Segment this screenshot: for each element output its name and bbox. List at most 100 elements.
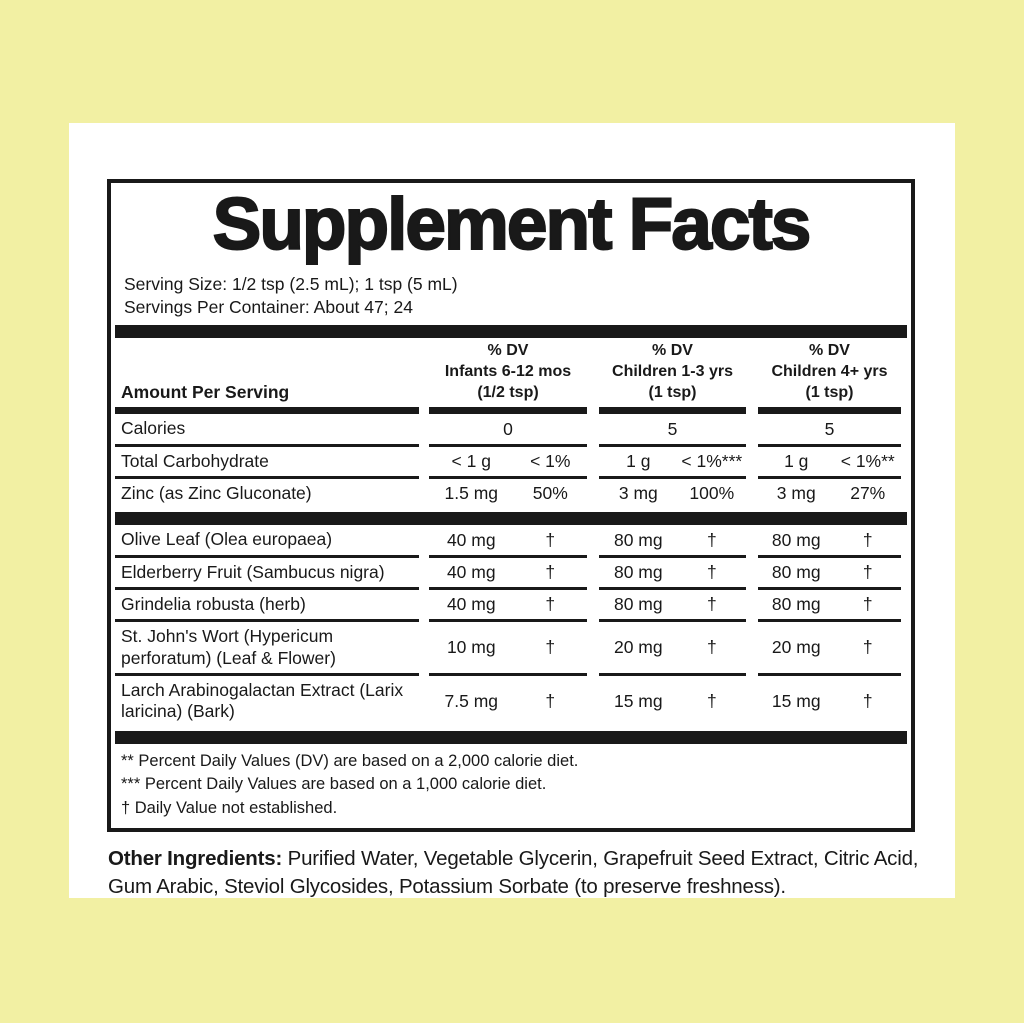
dv-value: † bbox=[706, 637, 717, 658]
amount-value: 5 bbox=[667, 418, 678, 439]
dv-value: < 1%*** bbox=[681, 450, 743, 471]
nutrient-name: Elderberry Fruit (Sambucus nigra) bbox=[115, 558, 419, 591]
amount-value: 1.5 mg bbox=[444, 483, 499, 504]
nutrient-name: Larch Arabinogalactan Extract (Larix lar… bbox=[121, 680, 404, 722]
table-row: Elderberry Fruit (Sambucus nigra) 40 mg † 8… bbox=[115, 558, 907, 591]
value-cell: 7.5 mg † bbox=[429, 676, 587, 727]
group-label: Infants 6-12 mos bbox=[444, 362, 572, 380]
amount-per-serving-header: Amount Per Serving bbox=[115, 382, 419, 415]
group-label: Children 1-3 yrs bbox=[612, 362, 733, 380]
column-header-infants: % DV Infants 6-12 mos (1/2 tsp) bbox=[429, 341, 587, 415]
amount-value: 15 mg bbox=[771, 690, 821, 711]
table-row: Zinc (as Zinc Gluconate) 1.5 mg 50% 3 mg 100… bbox=[115, 479, 907, 508]
value-cell: 40 mg † bbox=[429, 590, 587, 623]
value-cell: 15 mg † bbox=[758, 676, 901, 727]
dv-value: 27% bbox=[850, 483, 886, 504]
nutrient-name: Calories bbox=[115, 414, 419, 447]
dv-value: † bbox=[545, 690, 556, 711]
value-cell: 5 bbox=[599, 414, 746, 447]
facts-rows: Calories 0 5 5 Total Carbohydrate < 1 g < 1% 1 … bbox=[115, 414, 907, 744]
table-row: Calories 0 5 5 bbox=[115, 414, 907, 447]
value-cell: 5 bbox=[758, 414, 901, 447]
column-header-children-4plus: % DV Children 4+ yrs (1 tsp) bbox=[758, 341, 901, 415]
nutrient-name: Grindelia robusta (herb) bbox=[115, 590, 419, 623]
amount-value: 80 mg bbox=[613, 561, 663, 582]
dv-value: 50% bbox=[532, 483, 568, 504]
section-divider-bar bbox=[115, 512, 907, 526]
value-cell: 3 mg 100% bbox=[599, 479, 746, 508]
value-cell: 15 mg † bbox=[599, 676, 746, 727]
dv-label: % DV bbox=[487, 341, 529, 359]
value-cell: 80 mg † bbox=[758, 558, 901, 591]
section-divider-bar bbox=[115, 730, 907, 744]
amount-value: 40 mg bbox=[446, 561, 496, 582]
dv-value: † bbox=[862, 561, 873, 582]
table-row: St. John's Wort (Hypericum perforatum) (… bbox=[115, 622, 907, 677]
amount-value: 10 mg bbox=[446, 637, 496, 658]
value-cell: < 1 g < 1% bbox=[429, 447, 587, 480]
dose-label: (1 tsp) bbox=[805, 383, 854, 401]
servings-per-container-line: Servings Per Container: About 47; 24 bbox=[124, 297, 413, 318]
value-cell: 80 mg † bbox=[599, 590, 746, 623]
other-ingredients-label: Other Ingredients: bbox=[108, 847, 283, 871]
dv-value: † bbox=[862, 637, 873, 658]
value-cell: 40 mg † bbox=[429, 525, 587, 558]
amount-value: 20 mg bbox=[613, 637, 663, 658]
supplement-facts-title: Supplement Facts bbox=[212, 184, 813, 265]
value-cell: 0 bbox=[429, 414, 587, 447]
nutrient-name: Zinc (as Zinc Gluconate) bbox=[121, 483, 312, 504]
amount-value: 3 mg bbox=[618, 483, 658, 504]
value-cell: 80 mg † bbox=[599, 525, 746, 558]
dv-label: % DV bbox=[809, 341, 850, 359]
amount-value: 40 mg bbox=[446, 529, 496, 550]
dv-value: < 1%** bbox=[840, 450, 895, 471]
group-label: Children 4+ yrs bbox=[771, 362, 888, 380]
amount-value: 7.5 mg bbox=[444, 690, 499, 711]
amount-value: 80 mg bbox=[613, 529, 663, 550]
amount-value: 15 mg bbox=[613, 690, 663, 711]
table-row: Grindelia robusta (herb) 40 mg † 80 mg † 80 m… bbox=[115, 590, 907, 623]
value-cell: 40 mg † bbox=[429, 558, 587, 591]
footnote-line: *** Percent Daily Values are based on a … bbox=[121, 775, 547, 794]
footnotes: ** Percent Daily Values (DV) are based o… bbox=[115, 744, 907, 828]
table-row: Olive Leaf (Olea europaea) 40 mg † 80 mg † 80… bbox=[115, 525, 907, 558]
column-header-children-1-3: % DV Children 1-3 yrs (1 tsp) bbox=[599, 341, 746, 415]
footnote-line: ** Percent Daily Values (DV) are based o… bbox=[121, 751, 579, 770]
value-cell: 1 g < 1%*** bbox=[599, 447, 746, 480]
dv-value: † bbox=[545, 529, 556, 550]
value-cell: 10 mg † bbox=[429, 622, 587, 677]
amount-value: 40 mg bbox=[446, 594, 496, 615]
dv-value: † bbox=[706, 529, 717, 550]
value-cell: 80 mg † bbox=[758, 590, 901, 623]
amount-value: 80 mg bbox=[771, 529, 821, 550]
value-cell: 1.5 mg 50% bbox=[429, 479, 587, 508]
dv-value: † bbox=[706, 690, 717, 711]
amount-value: 5 bbox=[824, 418, 835, 439]
amount-value: 80 mg bbox=[771, 594, 821, 615]
amount-value: 1 g bbox=[626, 450, 651, 471]
dv-value: † bbox=[706, 594, 717, 615]
value-cell: 3 mg 27% bbox=[758, 479, 901, 508]
dv-value: † bbox=[862, 529, 873, 550]
other-ingredients: Other Ingredients: Purified Water, Veget… bbox=[108, 845, 924, 900]
amount-value: 20 mg bbox=[771, 637, 821, 658]
amount-value: 0 bbox=[503, 418, 513, 439]
dv-value: < 1% bbox=[530, 450, 571, 471]
nutrient-name: Total Carbohydrate bbox=[115, 447, 419, 480]
dv-value: † bbox=[862, 690, 873, 711]
footnote-line: † Daily Value not established. bbox=[121, 798, 338, 817]
dv-value: † bbox=[862, 594, 873, 615]
value-cell: 1 g < 1%** bbox=[758, 447, 901, 480]
dv-label: % DV bbox=[652, 341, 693, 359]
amount-value: 80 mg bbox=[613, 594, 663, 615]
dv-value: † bbox=[545, 594, 556, 615]
dv-value: † bbox=[545, 637, 556, 658]
value-cell: 80 mg † bbox=[758, 525, 901, 558]
amount-value: 1 g bbox=[784, 450, 809, 471]
amount-value: 80 mg bbox=[771, 561, 821, 582]
value-cell: 20 mg † bbox=[599, 622, 746, 677]
amount-value: 3 mg bbox=[776, 483, 816, 504]
other-ingredients-text: Purified Water, Vegetable Glycerin, Grap… bbox=[108, 847, 919, 898]
nutrient-name: Olive Leaf (Olea europaea) bbox=[115, 525, 419, 558]
table-row: Larch Arabinogalactan Extract (Larix lar… bbox=[115, 676, 907, 727]
